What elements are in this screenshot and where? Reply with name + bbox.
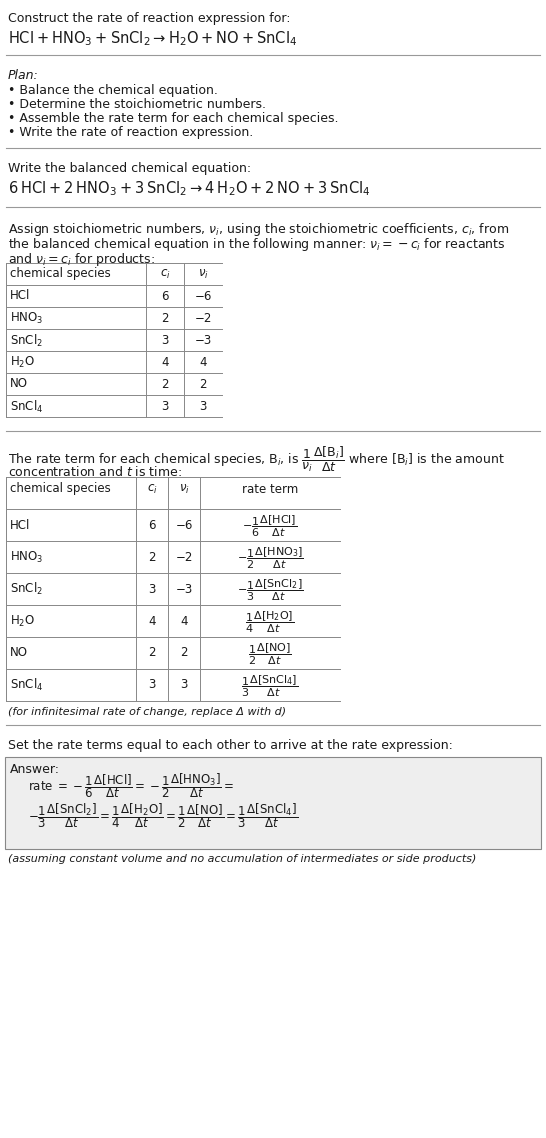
Text: HCl: HCl xyxy=(10,289,31,302)
Text: Answer:: Answer: xyxy=(10,762,60,776)
Text: and $\nu_i = c_i$ for products:: and $\nu_i = c_i$ for products: xyxy=(8,251,155,269)
Text: 6: 6 xyxy=(149,519,156,531)
Text: 2: 2 xyxy=(180,646,188,660)
Text: $-\dfrac{1}{3}\dfrac{\Delta[\mathrm{SnCl_2}]}{\Delta t}$: $-\dfrac{1}{3}\dfrac{\Delta[\mathrm{SnCl… xyxy=(237,577,303,603)
Text: 4: 4 xyxy=(199,356,207,369)
FancyBboxPatch shape xyxy=(5,757,541,849)
Text: −6: −6 xyxy=(175,519,193,531)
Text: the balanced chemical equation in the following manner: $\nu_i = -c_i$ for react: the balanced chemical equation in the fo… xyxy=(8,236,506,253)
Text: Construct the rate of reaction expression for:: Construct the rate of reaction expressio… xyxy=(8,13,290,25)
Text: HCl: HCl xyxy=(10,519,31,531)
Text: HNO$_3$: HNO$_3$ xyxy=(10,550,44,564)
Text: 3: 3 xyxy=(149,583,156,595)
Text: chemical species: chemical species xyxy=(10,483,111,495)
Text: 3: 3 xyxy=(149,678,156,692)
Text: $\dfrac{1}{3}\dfrac{\Delta[\mathrm{SnCl_4}]}{\Delta t}$: $\dfrac{1}{3}\dfrac{\Delta[\mathrm{SnCl_… xyxy=(241,674,299,699)
Text: −3: −3 xyxy=(194,333,212,347)
Text: Plan:: Plan: xyxy=(8,69,39,82)
Text: H$_2$O: H$_2$O xyxy=(10,613,35,628)
Text: Assign stoichiometric numbers, $\nu_i$, using the stoichiometric coefficients, $: Assign stoichiometric numbers, $\nu_i$, … xyxy=(8,221,509,238)
Text: 4: 4 xyxy=(180,615,188,627)
Text: • Write the rate of reaction expression.: • Write the rate of reaction expression. xyxy=(8,126,253,139)
Text: 2: 2 xyxy=(161,312,169,325)
Text: chemical species: chemical species xyxy=(10,267,111,280)
Text: H$_2$O: H$_2$O xyxy=(10,355,35,370)
Text: • Determine the stoichiometric numbers.: • Determine the stoichiometric numbers. xyxy=(8,98,266,112)
Text: HNO$_3$: HNO$_3$ xyxy=(10,311,44,327)
Text: 6: 6 xyxy=(161,290,169,303)
Text: • Assemble the rate term for each chemical species.: • Assemble the rate term for each chemic… xyxy=(8,112,339,125)
Text: Write the balanced chemical equation:: Write the balanced chemical equation: xyxy=(8,162,251,175)
Text: 2: 2 xyxy=(149,551,156,563)
Text: concentration and $t$ is time:: concentration and $t$ is time: xyxy=(8,465,182,479)
Text: 2: 2 xyxy=(161,378,169,391)
Text: −3: −3 xyxy=(175,583,193,595)
Text: $\nu_i$: $\nu_i$ xyxy=(198,269,209,281)
Text: $\dfrac{1}{2}\dfrac{\Delta[\mathrm{NO}]}{\Delta t}$: $\dfrac{1}{2}\dfrac{\Delta[\mathrm{NO}]}… xyxy=(248,642,292,667)
Text: rate $= -\dfrac{1}{6}\dfrac{\Delta[\mathrm{HCl}]}{\Delta t} = -\dfrac{1}{2}\dfra: rate $= -\dfrac{1}{6}\dfrac{\Delta[\math… xyxy=(28,772,234,800)
Text: 2: 2 xyxy=(199,378,207,391)
Text: 3: 3 xyxy=(180,678,188,692)
Text: 3: 3 xyxy=(161,399,169,413)
Text: SnCl$_2$: SnCl$_2$ xyxy=(10,582,43,597)
Text: $-\dfrac{1}{6}\dfrac{\Delta[\mathrm{HCl}]}{\Delta t}$: $-\dfrac{1}{6}\dfrac{\Delta[\mathrm{HCl}… xyxy=(242,513,298,538)
Text: rate term: rate term xyxy=(242,483,298,496)
Text: 4: 4 xyxy=(161,356,169,369)
Text: (assuming constant volume and no accumulation of intermediates or side products): (assuming constant volume and no accumul… xyxy=(8,854,476,864)
Text: 2: 2 xyxy=(149,646,156,660)
Text: −6: −6 xyxy=(194,290,212,303)
Text: SnCl$_2$: SnCl$_2$ xyxy=(10,333,43,349)
Text: 3: 3 xyxy=(199,399,207,413)
Text: $c_i$: $c_i$ xyxy=(159,269,170,281)
Text: 6 HCl + 2 HNO$_3$ + 3 SnCl$_2$ → 4 H$_2$O + 2 NO + 3 SnCl$_4$: 6 HCl + 2 HNO$_3$ + 3 SnCl$_2$ → 4 H$_2$… xyxy=(8,179,371,198)
Text: SnCl$_4$: SnCl$_4$ xyxy=(10,677,43,693)
Text: Set the rate terms equal to each other to arrive at the rate expression:: Set the rate terms equal to each other t… xyxy=(8,739,453,752)
Text: SnCl$_4$: SnCl$_4$ xyxy=(10,399,43,415)
Text: $-\dfrac{1}{2}\dfrac{\Delta[\mathrm{HNO_3}]}{\Delta t}$: $-\dfrac{1}{2}\dfrac{\Delta[\mathrm{HNO_… xyxy=(236,545,304,571)
Text: NO: NO xyxy=(10,377,28,390)
Text: 3: 3 xyxy=(161,333,169,347)
Text: 4: 4 xyxy=(149,615,156,627)
Text: −2: −2 xyxy=(175,551,193,563)
Text: • Balance the chemical equation.: • Balance the chemical equation. xyxy=(8,84,218,97)
Text: The rate term for each chemical species, B$_i$, is $\dfrac{1}{\nu_i}\dfrac{\Delt: The rate term for each chemical species,… xyxy=(8,445,505,475)
Text: $\dfrac{1}{4}\dfrac{\Delta[\mathrm{H_2O}]}{\Delta t}$: $\dfrac{1}{4}\dfrac{\Delta[\mathrm{H_2O}… xyxy=(245,609,295,635)
Text: $\nu_i$: $\nu_i$ xyxy=(179,483,189,496)
Text: $-\dfrac{1}{3}\dfrac{\Delta[\mathrm{SnCl_2}]}{\Delta t} = \dfrac{1}{4}\dfrac{\De: $-\dfrac{1}{3}\dfrac{\Delta[\mathrm{SnCl… xyxy=(28,801,298,830)
Text: NO: NO xyxy=(10,646,28,660)
Text: −2: −2 xyxy=(194,312,212,325)
Text: (for infinitesimal rate of change, replace Δ with d): (for infinitesimal rate of change, repla… xyxy=(8,707,286,717)
Text: $c_i$: $c_i$ xyxy=(147,483,157,496)
Text: HCl + HNO$_3$ + SnCl$_2$ → H$_2$O + NO + SnCl$_4$: HCl + HNO$_3$ + SnCl$_2$ → H$_2$O + NO +… xyxy=(8,28,297,48)
